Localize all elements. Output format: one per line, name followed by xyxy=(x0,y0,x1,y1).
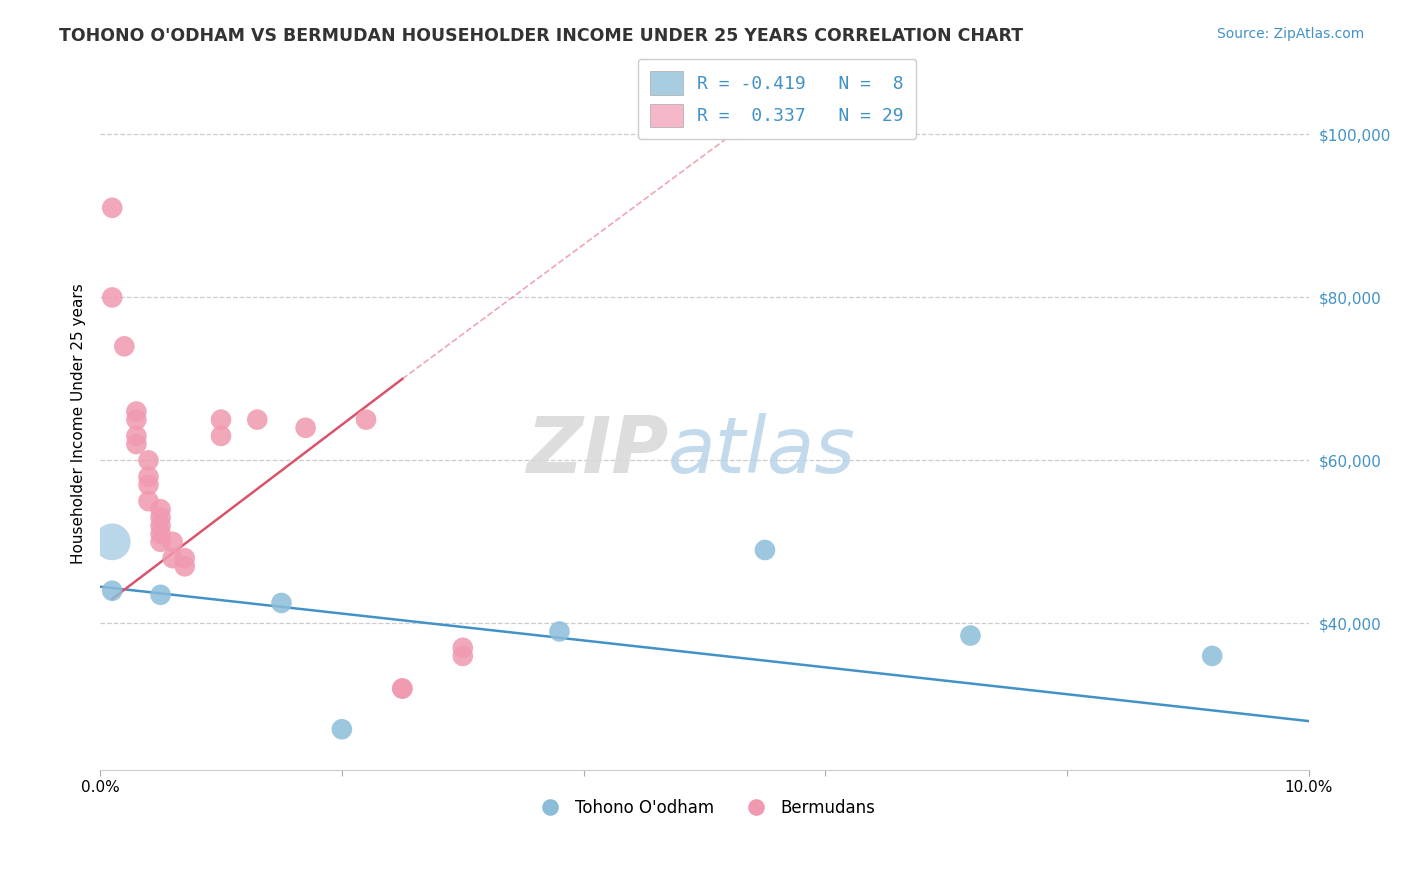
Text: atlas: atlas xyxy=(668,413,856,490)
Legend: Tohono O'odham, Bermudans: Tohono O'odham, Bermudans xyxy=(527,793,883,824)
Point xyxy=(294,421,316,435)
Point xyxy=(754,543,776,558)
Y-axis label: Householder Income Under 25 years: Householder Income Under 25 years xyxy=(72,284,86,564)
Point xyxy=(1201,648,1223,663)
Point xyxy=(162,551,184,566)
Point xyxy=(101,201,124,215)
Point xyxy=(138,469,160,483)
Point xyxy=(125,429,148,443)
Point xyxy=(125,437,148,451)
Point xyxy=(330,723,353,737)
Point xyxy=(149,510,172,524)
Point xyxy=(451,648,474,663)
Point xyxy=(162,534,184,549)
Point xyxy=(246,412,269,426)
Text: Source: ZipAtlas.com: Source: ZipAtlas.com xyxy=(1216,27,1364,41)
Point xyxy=(101,534,124,549)
Text: ZIP: ZIP xyxy=(526,413,668,490)
Point xyxy=(101,583,124,598)
Point xyxy=(138,453,160,467)
Point xyxy=(125,412,148,426)
Point xyxy=(451,640,474,655)
Point xyxy=(149,526,172,541)
Point xyxy=(101,290,124,304)
Text: TOHONO O'ODHAM VS BERMUDAN HOUSEHOLDER INCOME UNDER 25 YEARS CORRELATION CHART: TOHONO O'ODHAM VS BERMUDAN HOUSEHOLDER I… xyxy=(59,27,1024,45)
Point xyxy=(173,551,195,566)
Point xyxy=(548,624,571,639)
Point xyxy=(270,596,292,610)
Point xyxy=(209,429,232,443)
Point xyxy=(149,588,172,602)
Point xyxy=(391,681,413,696)
Point xyxy=(138,478,160,492)
Point xyxy=(391,681,413,696)
Point xyxy=(112,339,135,353)
Point xyxy=(149,502,172,516)
Point xyxy=(125,404,148,418)
Point xyxy=(173,559,195,574)
Point xyxy=(959,629,981,643)
Point xyxy=(149,534,172,549)
Point xyxy=(149,518,172,533)
Point xyxy=(138,494,160,508)
Point xyxy=(209,412,232,426)
Point xyxy=(354,412,377,426)
